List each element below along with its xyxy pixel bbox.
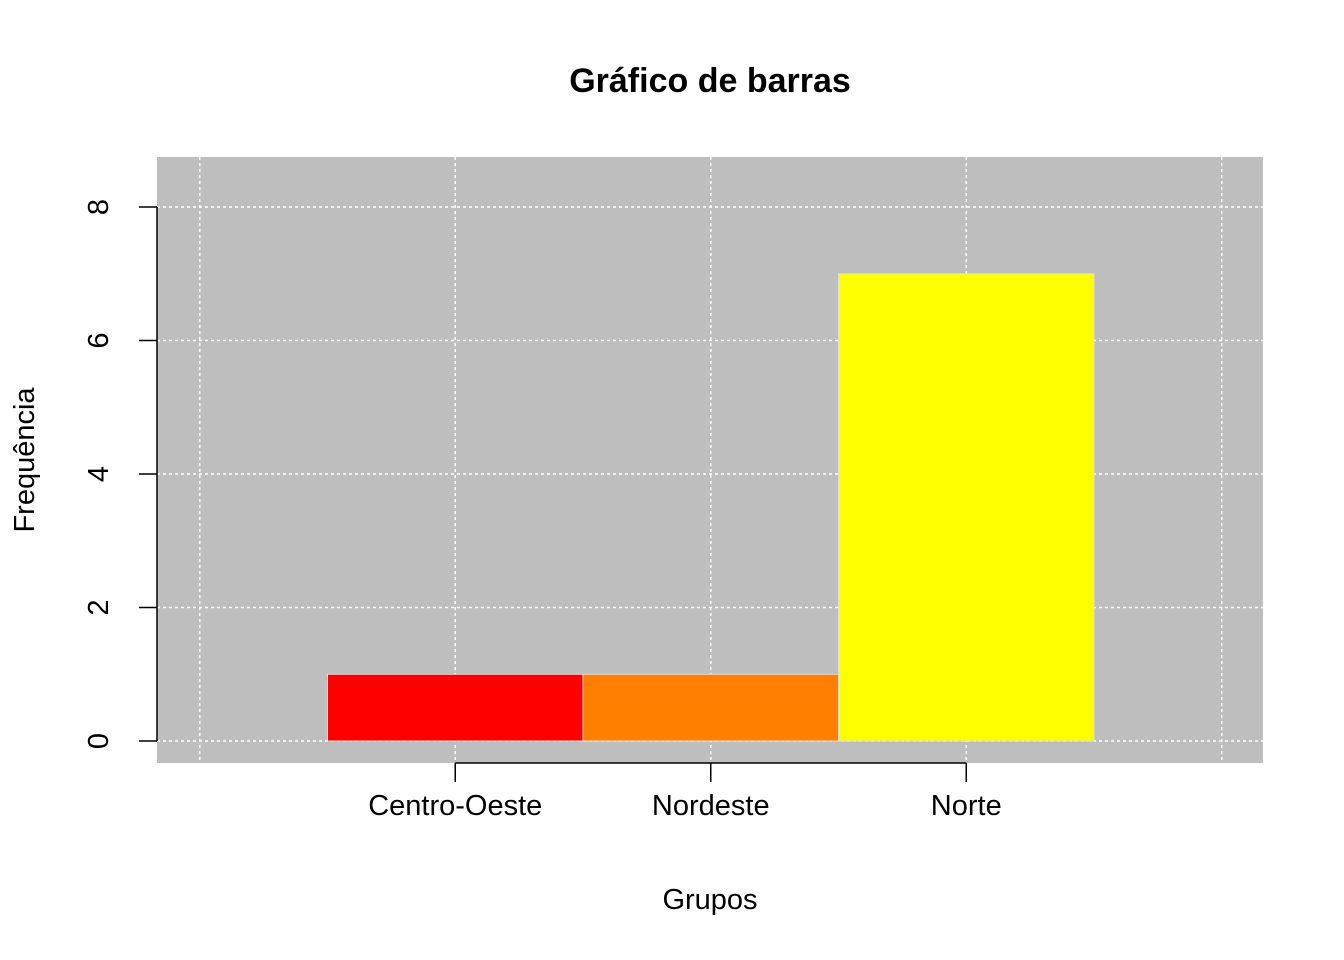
chart-title: Gráfico de barras (569, 62, 851, 100)
y-tick-label: 0 (83, 733, 115, 749)
y-tick-label: 6 (83, 332, 115, 348)
bar-nordeste (583, 674, 839, 741)
x-tick-label: Nordeste (652, 790, 770, 822)
bar-norte (839, 274, 1095, 741)
x-axis-ticks: Centro-Oeste Nordeste Norte (368, 763, 1002, 822)
y-tick-label: 2 (83, 599, 115, 615)
y-tick-label: 8 (83, 199, 115, 215)
x-axis-label: Grupos (662, 884, 757, 916)
bar-centro-oeste (328, 674, 584, 741)
y-axis-label: Frequência (9, 387, 41, 533)
x-tick-label: Norte (931, 790, 1002, 822)
x-tick-label: Centro-Oeste (368, 790, 542, 822)
y-tick-label: 4 (83, 466, 115, 482)
y-axis-ticks: 0 2 4 6 8 (83, 199, 157, 749)
